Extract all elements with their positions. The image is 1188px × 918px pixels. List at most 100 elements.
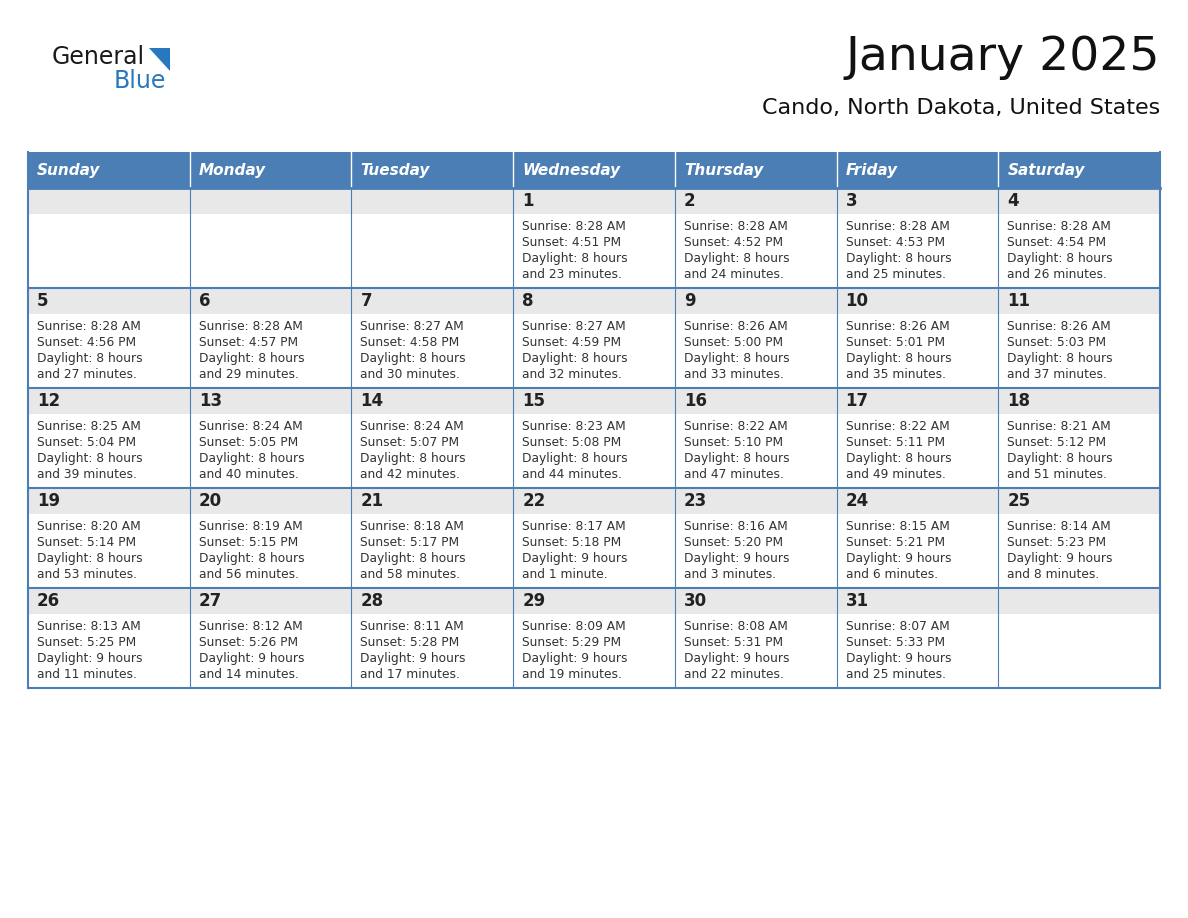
- Bar: [352, 152, 513, 188]
- Text: Sunset: 5:25 PM: Sunset: 5:25 PM: [37, 636, 137, 649]
- Text: Sunrise: 8:22 AM: Sunrise: 8:22 AM: [684, 420, 788, 433]
- Bar: [513, 188, 675, 214]
- Text: Sunset: 5:04 PM: Sunset: 5:04 PM: [37, 436, 137, 449]
- Text: Daylight: 9 hours: Daylight: 9 hours: [360, 652, 466, 665]
- Bar: [190, 414, 352, 488]
- Text: 26: 26: [37, 592, 61, 610]
- Text: Sunrise: 8:16 AM: Sunrise: 8:16 AM: [684, 520, 788, 533]
- Text: Sunday: Sunday: [37, 162, 100, 177]
- Text: Sunrise: 8:12 AM: Sunrise: 8:12 AM: [198, 620, 303, 633]
- Bar: [836, 614, 998, 688]
- Text: Daylight: 8 hours: Daylight: 8 hours: [1007, 352, 1113, 365]
- Bar: [675, 614, 836, 688]
- Text: Sunset: 5:12 PM: Sunset: 5:12 PM: [1007, 436, 1106, 449]
- Text: Daylight: 8 hours: Daylight: 8 hours: [684, 352, 790, 365]
- Text: Sunset: 5:03 PM: Sunset: 5:03 PM: [1007, 336, 1106, 349]
- Bar: [29, 414, 190, 488]
- Text: and 33 minutes.: and 33 minutes.: [684, 368, 784, 381]
- Text: and 37 minutes.: and 37 minutes.: [1007, 368, 1107, 381]
- Bar: [352, 414, 513, 488]
- Text: Sunrise: 8:26 AM: Sunrise: 8:26 AM: [684, 320, 788, 333]
- Bar: [836, 288, 998, 314]
- Text: Sunrise: 8:28 AM: Sunrise: 8:28 AM: [846, 220, 949, 233]
- Bar: [675, 414, 836, 488]
- Text: Sunset: 5:28 PM: Sunset: 5:28 PM: [360, 636, 460, 649]
- Text: Sunset: 5:10 PM: Sunset: 5:10 PM: [684, 436, 783, 449]
- Bar: [836, 314, 998, 388]
- Text: Daylight: 9 hours: Daylight: 9 hours: [684, 652, 789, 665]
- Text: 3: 3: [846, 192, 858, 210]
- Bar: [675, 152, 836, 188]
- Bar: [998, 588, 1159, 614]
- Bar: [675, 388, 836, 414]
- Text: Sunrise: 8:17 AM: Sunrise: 8:17 AM: [523, 520, 626, 533]
- Text: January 2025: January 2025: [846, 36, 1159, 81]
- Bar: [836, 488, 998, 514]
- Bar: [190, 288, 352, 314]
- Text: Sunrise: 8:11 AM: Sunrise: 8:11 AM: [360, 620, 465, 633]
- Text: and 11 minutes.: and 11 minutes.: [37, 668, 137, 681]
- Text: Sunset: 5:07 PM: Sunset: 5:07 PM: [360, 436, 460, 449]
- Text: 30: 30: [684, 592, 707, 610]
- Bar: [998, 152, 1159, 188]
- Text: Sunset: 5:26 PM: Sunset: 5:26 PM: [198, 636, 298, 649]
- Text: Daylight: 9 hours: Daylight: 9 hours: [198, 652, 304, 665]
- Text: 9: 9: [684, 292, 695, 310]
- Text: 31: 31: [846, 592, 868, 610]
- Bar: [352, 314, 513, 388]
- Text: Daylight: 9 hours: Daylight: 9 hours: [846, 652, 952, 665]
- Text: Daylight: 8 hours: Daylight: 8 hours: [523, 352, 627, 365]
- Bar: [675, 588, 836, 614]
- Text: Tuesday: Tuesday: [360, 162, 430, 177]
- Text: Daylight: 8 hours: Daylight: 8 hours: [684, 252, 790, 265]
- Text: Sunrise: 8:22 AM: Sunrise: 8:22 AM: [846, 420, 949, 433]
- Bar: [29, 614, 190, 688]
- Bar: [190, 188, 352, 214]
- Text: and 32 minutes.: and 32 minutes.: [523, 368, 623, 381]
- Text: and 44 minutes.: and 44 minutes.: [523, 468, 623, 481]
- Text: Sunrise: 8:25 AM: Sunrise: 8:25 AM: [37, 420, 141, 433]
- Text: Sunset: 5:14 PM: Sunset: 5:14 PM: [37, 536, 137, 549]
- Bar: [29, 588, 190, 614]
- Text: Sunrise: 8:28 AM: Sunrise: 8:28 AM: [198, 320, 303, 333]
- Bar: [352, 514, 513, 588]
- Bar: [998, 214, 1159, 288]
- Text: Sunrise: 8:28 AM: Sunrise: 8:28 AM: [37, 320, 141, 333]
- Text: Sunset: 5:01 PM: Sunset: 5:01 PM: [846, 336, 944, 349]
- Text: Sunset: 4:51 PM: Sunset: 4:51 PM: [523, 236, 621, 249]
- Text: and 26 minutes.: and 26 minutes.: [1007, 268, 1107, 281]
- Text: 13: 13: [198, 392, 222, 410]
- Text: 4: 4: [1007, 192, 1019, 210]
- Bar: [998, 288, 1159, 314]
- Bar: [29, 188, 190, 214]
- Text: Sunset: 5:11 PM: Sunset: 5:11 PM: [846, 436, 944, 449]
- Text: and 58 minutes.: and 58 minutes.: [360, 568, 461, 581]
- Text: Sunset: 4:58 PM: Sunset: 4:58 PM: [360, 336, 460, 349]
- Text: Sunset: 5:21 PM: Sunset: 5:21 PM: [846, 536, 944, 549]
- Text: and 56 minutes.: and 56 minutes.: [198, 568, 298, 581]
- Text: Sunset: 5:20 PM: Sunset: 5:20 PM: [684, 536, 783, 549]
- Bar: [190, 214, 352, 288]
- Text: and 39 minutes.: and 39 minutes.: [37, 468, 137, 481]
- Text: Sunrise: 8:27 AM: Sunrise: 8:27 AM: [523, 320, 626, 333]
- Bar: [352, 188, 513, 214]
- Text: and 24 minutes.: and 24 minutes.: [684, 268, 784, 281]
- Text: Sunrise: 8:09 AM: Sunrise: 8:09 AM: [523, 620, 626, 633]
- Text: Daylight: 9 hours: Daylight: 9 hours: [523, 652, 627, 665]
- Text: Daylight: 8 hours: Daylight: 8 hours: [37, 552, 143, 565]
- Text: Daylight: 8 hours: Daylight: 8 hours: [198, 352, 304, 365]
- Text: and 53 minutes.: and 53 minutes.: [37, 568, 137, 581]
- Text: Daylight: 9 hours: Daylight: 9 hours: [846, 552, 952, 565]
- Polygon shape: [148, 48, 170, 71]
- Bar: [675, 188, 836, 214]
- Text: Sunset: 5:17 PM: Sunset: 5:17 PM: [360, 536, 460, 549]
- Text: Sunrise: 8:26 AM: Sunrise: 8:26 AM: [846, 320, 949, 333]
- Bar: [29, 214, 190, 288]
- Text: and 29 minutes.: and 29 minutes.: [198, 368, 298, 381]
- Text: Daylight: 8 hours: Daylight: 8 hours: [523, 252, 627, 265]
- Text: Daylight: 8 hours: Daylight: 8 hours: [846, 452, 952, 465]
- Text: 5: 5: [37, 292, 49, 310]
- Text: 18: 18: [1007, 392, 1030, 410]
- Text: Daylight: 8 hours: Daylight: 8 hours: [198, 452, 304, 465]
- Text: and 8 minutes.: and 8 minutes.: [1007, 568, 1100, 581]
